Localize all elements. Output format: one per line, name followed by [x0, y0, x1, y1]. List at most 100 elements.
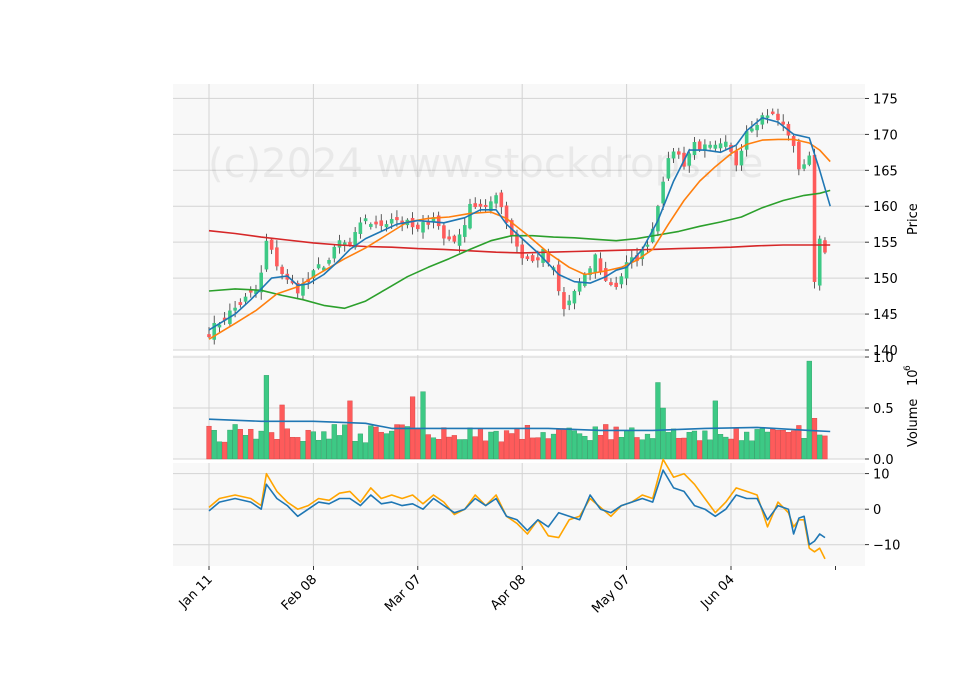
price-tick-label: 145 — [873, 308, 898, 323]
volume-bar — [644, 433, 651, 460]
candle-body — [760, 115, 765, 125]
volume-bar — [441, 427, 447, 460]
volume-bar — [436, 439, 442, 460]
candle-body — [436, 215, 441, 227]
volume-bar — [770, 428, 776, 460]
volume-bar — [566, 427, 572, 460]
volume-bar — [310, 431, 317, 460]
price-panel — [207, 108, 831, 345]
candle-body — [332, 246, 337, 259]
candle-body — [374, 221, 378, 225]
volume-bar — [222, 441, 228, 460]
candle-body — [316, 264, 321, 269]
volume-bar — [253, 438, 259, 460]
volume-bar — [383, 433, 390, 460]
volume-exponent-power: 6 — [903, 365, 913, 371]
volume-bar — [274, 439, 280, 460]
volume-bar — [430, 437, 437, 460]
candle-body — [525, 256, 530, 260]
volume-bar — [775, 429, 781, 460]
volume-bar — [749, 440, 755, 460]
volume-bar — [540, 432, 546, 460]
volume-bar — [592, 426, 598, 460]
volume-ma-line — [208, 418, 831, 433]
candle-body — [791, 136, 796, 146]
candle-body — [520, 244, 524, 259]
candle-body — [734, 150, 739, 166]
candle-body — [546, 251, 551, 263]
candle-body — [499, 192, 504, 208]
volume-bar — [556, 429, 562, 460]
volume-bar — [582, 435, 588, 460]
candle-body — [635, 255, 639, 261]
volume-bar — [624, 430, 630, 460]
candle-body — [363, 218, 368, 222]
candle-body — [750, 128, 754, 132]
ma-slow-line — [208, 189, 831, 310]
volume-bar — [237, 429, 243, 460]
candle-body — [807, 155, 812, 165]
volume-bar — [728, 438, 734, 460]
volume-bar — [357, 433, 363, 460]
volume-bar — [242, 435, 249, 460]
candle-body — [410, 217, 415, 228]
osc-tick-label: −10 — [873, 539, 900, 554]
volume-bar — [378, 431, 384, 460]
candle-body — [598, 258, 603, 272]
candle-body — [640, 249, 645, 260]
candle-body — [718, 143, 723, 149]
volume-bar — [550, 433, 557, 460]
candle-body — [233, 307, 237, 311]
volume-bar — [514, 427, 520, 460]
candle-body — [661, 181, 665, 204]
volume-bar — [509, 433, 515, 460]
candle-body — [723, 141, 728, 147]
volume-bar — [759, 428, 765, 460]
volume-bar — [707, 439, 713, 460]
candle-body — [322, 267, 326, 271]
price-tick-label: 155 — [873, 236, 898, 251]
candle-body — [416, 224, 420, 230]
candle-body — [468, 203, 472, 229]
price-axis-label: Price — [906, 203, 921, 235]
volume-bar — [530, 437, 536, 460]
candle-body — [494, 195, 498, 204]
candle-body — [703, 144, 707, 151]
volume-bar — [660, 407, 666, 460]
volume-bar — [232, 424, 238, 460]
volume-bar — [780, 429, 786, 460]
volume-bar — [295, 437, 301, 460]
volume-bar — [336, 435, 343, 460]
volume-bar — [373, 426, 379, 460]
volume-bar — [216, 441, 223, 460]
volume-bar — [754, 429, 760, 460]
volume-bar — [363, 442, 369, 460]
price-tick-label: 175 — [873, 92, 898, 107]
candle-body — [452, 235, 457, 242]
volume-bar — [670, 428, 677, 460]
candle-body — [275, 247, 279, 267]
candle-body — [462, 225, 467, 237]
candle-body — [217, 324, 222, 328]
volume-bar — [462, 439, 468, 460]
volume-bar — [796, 425, 802, 460]
candle-body — [358, 222, 363, 234]
volume-bar — [446, 436, 452, 460]
volume-bar — [483, 440, 489, 460]
candle-body — [770, 111, 775, 114]
watermark-text: (c)2024 www.stockdrops.ne — [208, 141, 763, 187]
volume-tick-label: 0.0 — [873, 453, 894, 468]
volume-bar — [477, 428, 484, 460]
volume-bar — [655, 382, 661, 460]
candle-body — [311, 270, 316, 279]
candle-body — [421, 222, 425, 233]
candle-body — [248, 289, 253, 293]
volume-bar — [608, 439, 614, 460]
x-tick-label: Jun 04 — [698, 572, 738, 612]
candle-body — [765, 115, 770, 118]
candle-body — [744, 131, 749, 150]
candle-body — [812, 154, 817, 282]
volume-bar — [503, 430, 510, 460]
candle-body — [431, 217, 436, 222]
volume-bar — [498, 441, 504, 460]
